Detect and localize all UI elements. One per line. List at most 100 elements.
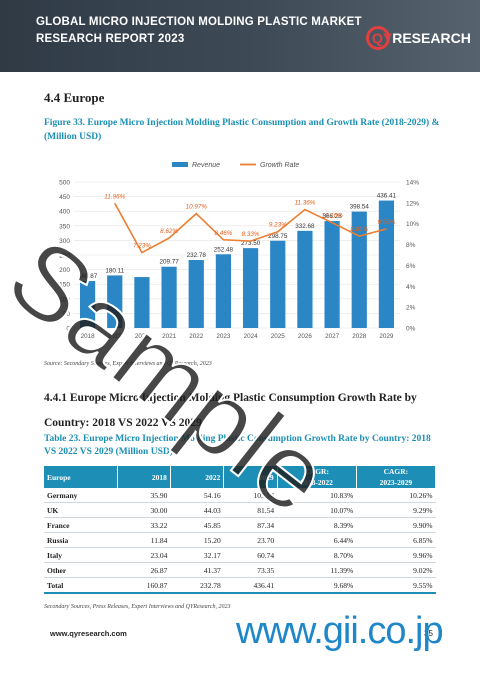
revenue-data-label: 160.87 bbox=[78, 273, 98, 280]
growth-data-label: 8.81% bbox=[350, 226, 368, 233]
y2-tick-label: 4% bbox=[406, 284, 416, 291]
logo-y-letter: Y bbox=[382, 30, 393, 46]
value-cell: 9.96% bbox=[356, 547, 436, 563]
growth-rate-line bbox=[114, 202, 387, 254]
y2-tick-label: 6% bbox=[406, 263, 416, 270]
x-tick-label: 2022 bbox=[189, 333, 204, 340]
value-cell: 232.78 bbox=[170, 577, 224, 594]
value-cell: 45.85 bbox=[170, 517, 224, 533]
y-tick-label: 500 bbox=[59, 180, 70, 187]
report-title: GLOBAL MICRO INJECTION MOLDING PLASTIC M… bbox=[36, 16, 362, 45]
revenue-bar bbox=[188, 260, 204, 328]
value-cell: 54.16 bbox=[170, 488, 224, 503]
growth-data-label: 9.23% bbox=[269, 222, 287, 229]
country-cell: Total bbox=[44, 577, 117, 594]
y-tick-label: 200 bbox=[59, 267, 70, 274]
y-tick-label: 100 bbox=[59, 296, 70, 303]
footer-url: www.qyresearch.com bbox=[50, 629, 127, 638]
table-body: Germany 35.90 54.16 109.74 10.83% 10.26% UK 30.… bbox=[44, 488, 436, 594]
country-cell: Italy bbox=[44, 547, 117, 563]
table-header-row: Europe 2018 2022 2029 CAGR: 2018-2022 CAGR: 2… bbox=[44, 466, 437, 488]
page-number: 35 bbox=[424, 629, 433, 638]
table-title: Table 23. Europe Micro Injection Molding… bbox=[44, 434, 431, 457]
y-tick-label: 150 bbox=[59, 282, 70, 289]
x-tick-label: 2025 bbox=[271, 333, 286, 340]
y-tick-label: 450 bbox=[59, 194, 70, 201]
value-cell: 87.34 bbox=[223, 517, 278, 533]
value-cell: 9.02% bbox=[356, 562, 436, 578]
table-header-cell: 2018 bbox=[117, 466, 171, 488]
legend-revenue-label: Revenue bbox=[192, 162, 220, 169]
x-tick-label: 2026 bbox=[298, 333, 313, 340]
value-cell: 35.90 bbox=[117, 488, 171, 503]
value-cell: 73.35 bbox=[223, 562, 278, 578]
revenue-data-label: 252.48 bbox=[214, 246, 234, 253]
value-cell: 9.68% bbox=[277, 577, 357, 594]
logo-text: QYRESEARCH bbox=[372, 30, 471, 46]
legend-growth-label: Growth Rate bbox=[260, 162, 299, 169]
value-cell: 33.22 bbox=[117, 517, 171, 533]
country-cell: Other bbox=[44, 562, 117, 578]
table-row: Russia 11.84 15.20 23.70 6.44% 6.85% bbox=[44, 532, 436, 548]
value-cell: 32.17 bbox=[170, 547, 224, 563]
value-cell: 26.87 bbox=[117, 562, 171, 578]
value-cell: 44.03 bbox=[170, 502, 224, 518]
revenue-bar bbox=[378, 200, 395, 328]
revenue-bar bbox=[297, 230, 313, 328]
revenue-bar bbox=[161, 266, 177, 328]
growth-data-label: 8.62% bbox=[160, 228, 178, 235]
logo-q-letter: Q bbox=[372, 30, 383, 46]
table-header-cell: CAGR: 2018-2022 bbox=[277, 466, 357, 488]
table-header-cell: 2029 bbox=[223, 466, 278, 488]
value-cell: 109.74 bbox=[223, 488, 278, 503]
value-cell: 8.39% bbox=[277, 517, 357, 533]
revenue-bar bbox=[242, 248, 259, 328]
logo-q-ring bbox=[366, 26, 390, 50]
revenue-data-label: 298.75 bbox=[268, 233, 288, 240]
value-cell: 8.70% bbox=[277, 547, 357, 563]
table-row: Other 26.87 41.37 73.35 11.39% 9.02% bbox=[44, 562, 436, 578]
country-cell: France bbox=[44, 517, 117, 533]
value-cell: 30.00 bbox=[117, 502, 171, 518]
revenue-bar bbox=[215, 254, 232, 328]
y-tick-label: 50 bbox=[63, 311, 71, 318]
growth-data-label: 11.36% bbox=[294, 200, 315, 207]
value-cell: 41.37 bbox=[170, 562, 224, 578]
table-header-cell: CAGR: 2023-2029 bbox=[356, 466, 437, 488]
value-cell: 23.70 bbox=[223, 532, 278, 548]
x-tick-label: 2029 bbox=[379, 333, 394, 340]
y2-tick-label: 2% bbox=[406, 305, 416, 312]
section-heading: 4.4 Europe bbox=[44, 90, 105, 105]
revenue-data-label: 273.50 bbox=[241, 240, 261, 247]
value-cell: 9.90% bbox=[356, 517, 436, 533]
revenue-data-label: 180.11 bbox=[105, 267, 124, 274]
value-cell: 10.07% bbox=[277, 502, 357, 518]
revenue-bar bbox=[134, 277, 150, 328]
y2-tick-label: 0% bbox=[406, 326, 416, 333]
y-tick-label: 400 bbox=[59, 209, 70, 216]
table-header-cell: Europe bbox=[44, 466, 118, 488]
value-cell: 11.39% bbox=[277, 562, 357, 578]
x-tick-label: 2023 bbox=[216, 333, 231, 340]
growth-data-label: 11.96% bbox=[104, 193, 125, 200]
table-row: UK 30.00 44.03 81.54 10.07% 9.29% bbox=[44, 502, 436, 518]
country-growth-table: Europe 2018 2022 2029 CAGR: 2018-2022 CAGR: 2… bbox=[44, 466, 437, 594]
gii-watermark: www.gii.co.jp bbox=[236, 610, 444, 652]
y2-tick-label: 8% bbox=[406, 242, 416, 249]
value-cell: 10.26% bbox=[356, 488, 436, 503]
country-cell: Russia bbox=[44, 532, 117, 548]
growth-data-label: 9.50% bbox=[377, 219, 395, 226]
table-row: Total 160.87 232.78 436.41 9.68% 9.55% bbox=[44, 577, 436, 594]
revenue-bar bbox=[351, 211, 367, 328]
table-row: Italy 23.04 32.17 60.74 8.70% 9.96% bbox=[44, 547, 436, 563]
revenue-bar bbox=[270, 240, 286, 328]
y-tick-label: 300 bbox=[59, 238, 70, 245]
revenue-data-label: 398.54 bbox=[350, 204, 370, 211]
value-cell: 9.55% bbox=[356, 577, 436, 594]
value-cell: 6.44% bbox=[277, 532, 357, 548]
value-cell: 23.04 bbox=[117, 547, 171, 563]
x-tick-label: 2027 bbox=[325, 333, 340, 340]
value-cell: 160.87 bbox=[117, 577, 171, 594]
x-tick-label: 2020 bbox=[135, 333, 150, 340]
value-cell: 81.54 bbox=[223, 502, 278, 518]
